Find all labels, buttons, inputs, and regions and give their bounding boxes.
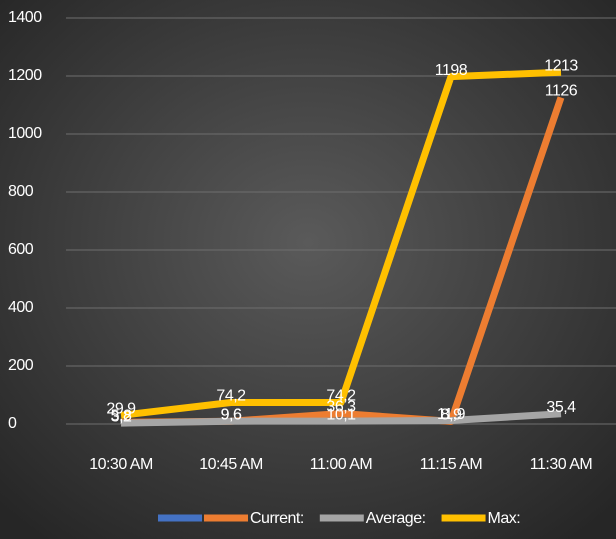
data-label: 1126 <box>545 83 578 100</box>
x-tick-label: 11:00 AM <box>310 456 373 473</box>
x-tick-label: 10:30 AM <box>89 456 153 473</box>
data-label: 1213 <box>544 57 578 74</box>
y-tick-label: 0 <box>8 415 17 432</box>
y-tick-label: 400 <box>8 299 34 316</box>
y-tick-label: 1000 <box>8 125 42 142</box>
data-label: 29,9 <box>106 401 136 418</box>
data-label: 11,9 <box>437 406 466 423</box>
legend-label: Current: <box>250 510 304 527</box>
data-label: 9,6 <box>221 406 242 423</box>
series-line <box>120 68 562 419</box>
y-tick-label: 1200 <box>8 67 42 84</box>
data-label: 35,4 <box>546 399 576 416</box>
data-label: 9,6 <box>221 406 242 423</box>
data-label: 3,2 <box>111 408 132 425</box>
y-tick-label: 1400 <box>8 9 42 26</box>
series-line <box>120 410 562 427</box>
y-tick-label: 600 <box>8 241 34 258</box>
x-tick-label: 10:45 AM <box>199 456 263 473</box>
data-label: 8,9 <box>441 407 462 424</box>
data-label: 74,2 <box>216 388 246 405</box>
x-tick-label: 11:30 AM <box>530 456 593 473</box>
y-tick-label: 200 <box>8 357 34 374</box>
data-label: 1198 <box>435 62 468 79</box>
x-tick-label: 11:15 AM <box>420 456 483 473</box>
legend-label: Max: <box>488 510 521 527</box>
data-label: 36,3 <box>326 399 356 416</box>
y-tick-label: 800 <box>8 183 34 200</box>
data-label: 10,1 <box>326 406 356 423</box>
data-label: 5,8 <box>111 408 132 425</box>
data-label: 74,2 <box>326 388 356 405</box>
legend-label: Average: <box>366 510 426 527</box>
